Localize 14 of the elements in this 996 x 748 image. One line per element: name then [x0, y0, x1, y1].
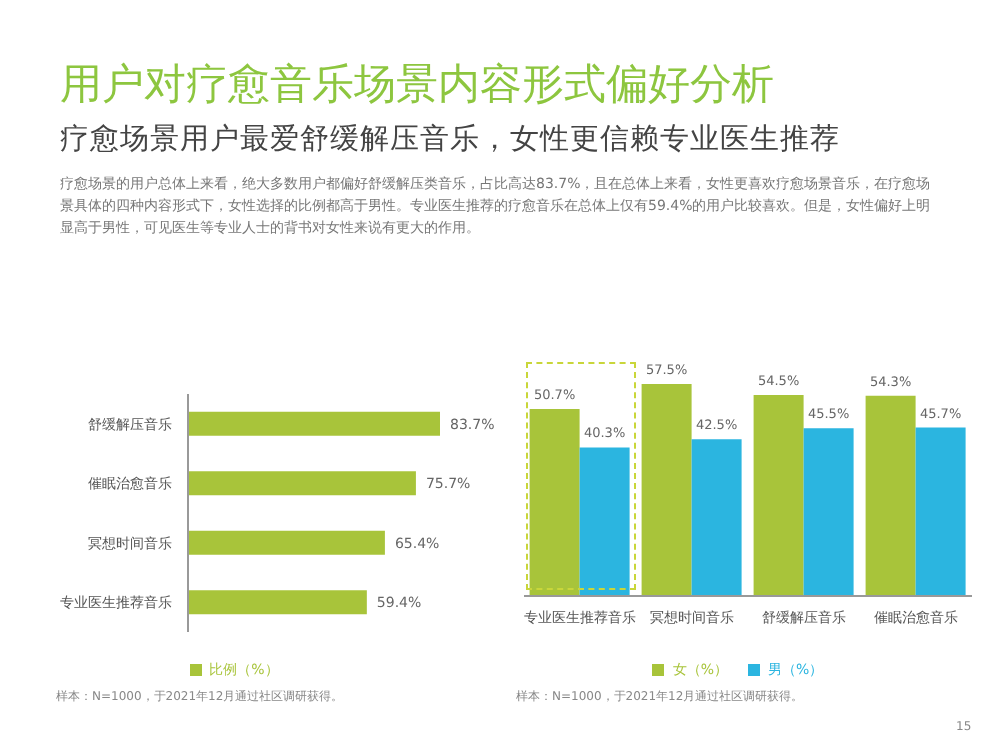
chart-subtitle: 疗愈场景用户最爱舒缓解压音乐，女性更信赖专业医生推荐	[60, 121, 840, 158]
bar	[188, 471, 416, 496]
bar	[865, 395, 916, 596]
bar	[188, 590, 367, 615]
bar	[691, 439, 742, 596]
chart-title: 用户对疗愈音乐场景内容形式偏好分析	[60, 58, 774, 112]
bar	[915, 427, 966, 596]
bar	[753, 395, 804, 596]
bar	[188, 530, 385, 555]
bar	[641, 384, 692, 596]
bar	[803, 428, 854, 596]
bar	[529, 409, 580, 596]
bar	[579, 447, 630, 596]
bar	[188, 411, 440, 436]
